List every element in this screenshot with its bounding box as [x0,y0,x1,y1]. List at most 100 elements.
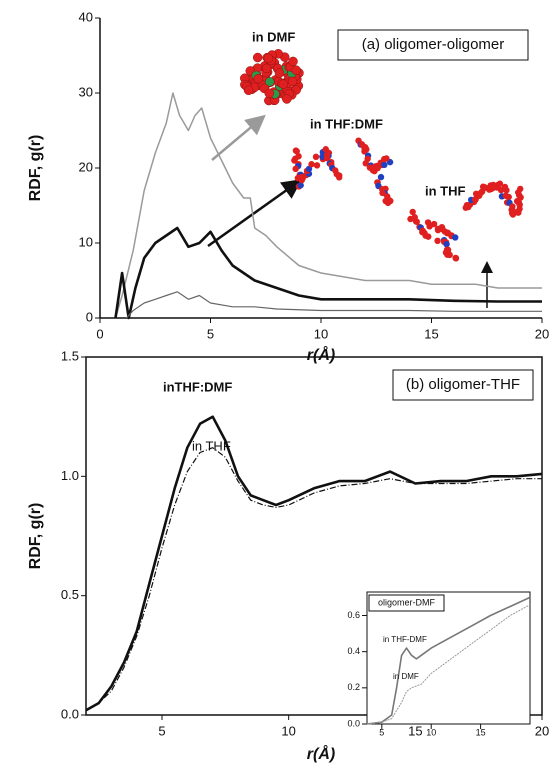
series-line [85,415,543,712]
x-tick-label: 15 [408,723,422,738]
x-tick-label: 5 [379,727,384,737]
atom [252,52,263,63]
atom [264,77,275,87]
series-line [85,447,542,711]
y-tick-label: 0 [86,309,93,324]
series-label: in THF [425,183,465,198]
series-line [114,92,542,319]
atom [383,155,390,162]
atom [323,154,331,162]
x-axis-label: r(Å) [307,744,335,763]
atom [517,194,524,201]
atom [362,160,369,167]
atom [297,182,304,189]
atom [292,147,300,154]
atom [430,220,438,228]
y-tick-label: 0.0 [61,706,79,721]
atom [263,53,274,64]
x-tick-label: 0 [96,326,103,341]
atom [313,162,321,169]
atom [288,56,298,67]
chart-title: (a) oligomer-oligomer [362,36,505,53]
y-tick-label: 30 [79,84,93,99]
y-tick-label: 1.0 [61,468,79,483]
series-line [366,604,531,725]
atom [312,153,320,161]
chart: 5 10 15 20 0.0 0.5 1.0 1.5 inTHF:DMF in THF (b) ol… [27,348,549,763]
x-tick-label: 20 [535,723,549,738]
series-label: inTHF:DMF [163,379,232,394]
y-tick-label: 20 [79,159,93,174]
series-label: in THF:DMF [310,116,383,131]
atom [446,251,453,259]
y-tick-label: 0.4 [347,646,360,656]
x-tick-label: 10 [314,326,328,341]
atom [262,63,272,74]
arrow [211,114,266,161]
atom [443,241,450,248]
x-tick-label: 5 [207,326,214,341]
y-tick-label: 0.6 [347,610,360,620]
chart: 0 5 10 15 20 0 10 20 30 40 in DMF in THF:DMF in THF (… [27,9,549,364]
series-line [114,226,542,320]
series-label: in DMF [393,672,419,681]
atom [278,79,288,89]
molecule-images [240,49,524,262]
atom [425,233,432,240]
title-box [392,369,534,401]
y-tick-label: 0.0 [347,718,360,728]
atom [287,76,298,87]
chart-title: oligomer-DMF [378,597,436,607]
atom [379,189,386,197]
atom [308,161,315,168]
atom [384,199,392,207]
series-label: in THF [192,438,231,453]
atom [305,165,313,173]
series-label: in DMF [252,29,295,44]
series-label: in THF-DMF [383,635,427,644]
atom [409,208,416,216]
atom [243,85,254,96]
atom [434,237,441,245]
inset-background [367,592,530,724]
atom [291,157,298,164]
atom [481,183,488,191]
x-tick-label: 15 [424,326,438,341]
decorations [207,49,524,308]
y-tick-label: 10 [79,234,93,249]
atom [517,185,524,193]
atom [292,165,299,173]
x-tick-label: 15 [476,727,486,737]
x-tick-label: 10 [281,723,295,738]
chart: 5 10 15 0.0 0.2 0.4 0.6 in THF-DMF in DMF oligome… [347,591,531,737]
atom [472,190,480,197]
y-axis-label: RDF, g(r) [27,135,44,202]
x-tick-label: 5 [158,723,165,738]
plot-frame [366,591,531,725]
atom [335,174,343,181]
x-tick-label: 10 [426,727,436,737]
atom [282,94,292,104]
y-tick-label: 0.2 [347,682,360,692]
atom [361,148,368,155]
atom [505,193,512,201]
atom [413,218,420,225]
atom [274,68,285,78]
title-box [368,594,445,612]
series-line [366,596,531,725]
atom [377,173,385,181]
atom [494,181,502,189]
atom [452,255,460,262]
y-axis-label: RDF, g(r) [27,503,44,570]
atom [381,161,388,169]
y-tick-label: 0.5 [61,587,79,602]
atom [264,88,274,98]
chart-title: (b) oligomer-THF [406,376,520,393]
y-tick-label: 40 [79,9,93,24]
x-tick-label: 20 [535,326,549,341]
x-axis-label: r(Å) [307,345,335,364]
y-tick-label: 1.5 [61,348,79,363]
series-line [126,291,542,319]
atom [253,73,264,84]
